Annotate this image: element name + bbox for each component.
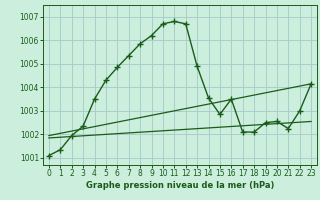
X-axis label: Graphe pression niveau de la mer (hPa): Graphe pression niveau de la mer (hPa) (86, 181, 274, 190)
